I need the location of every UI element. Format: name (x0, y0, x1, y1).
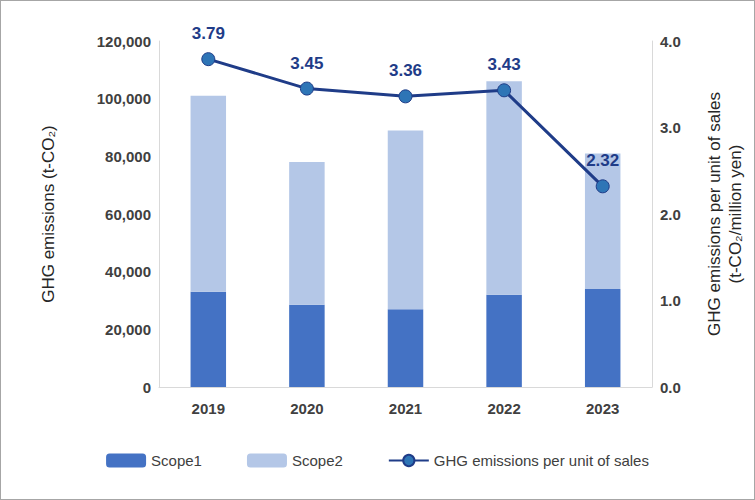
svg-text:2023: 2023 (586, 400, 619, 417)
svg-text:3.0: 3.0 (660, 119, 681, 136)
svg-text:2019: 2019 (192, 400, 225, 417)
svg-text:GHG emissions (t-CO₂): GHG emissions (t-CO₂) (39, 125, 58, 303)
svg-text:40,000: 40,000 (105, 263, 151, 280)
svg-text:3.36: 3.36 (389, 61, 422, 80)
svg-text:80,000: 80,000 (105, 148, 151, 165)
svg-text:100,000: 100,000 (97, 90, 151, 107)
svg-text:3.45: 3.45 (290, 54, 323, 73)
svg-text:60,000: 60,000 (105, 206, 151, 223)
svg-text:120,000: 120,000 (97, 33, 151, 50)
svg-text:2.32: 2.32 (586, 151, 619, 170)
svg-text:0.0: 0.0 (660, 379, 681, 396)
svg-text:2021: 2021 (389, 400, 422, 417)
svg-text:GHG emissions per unit of sale: GHG emissions per unit of sales (434, 452, 649, 469)
svg-text:Scope1: Scope1 (151, 452, 202, 469)
svg-text:(t-CO₂/million yen): (t-CO₂/million yen) (726, 145, 745, 284)
svg-text:2022: 2022 (487, 400, 520, 417)
svg-text:GHG emissions per unit of sale: GHG emissions per unit of sales (705, 92, 724, 336)
svg-text:3.79: 3.79 (192, 24, 225, 43)
svg-text:4.0: 4.0 (660, 33, 681, 50)
svg-text:2020: 2020 (290, 400, 323, 417)
svg-text:0: 0 (143, 379, 151, 396)
svg-text:3.43: 3.43 (488, 55, 521, 74)
svg-text:Scope2: Scope2 (292, 452, 343, 469)
svg-text:2.0: 2.0 (660, 206, 681, 223)
svg-text:20,000: 20,000 (105, 321, 151, 338)
svg-text:1.0: 1.0 (660, 292, 681, 309)
